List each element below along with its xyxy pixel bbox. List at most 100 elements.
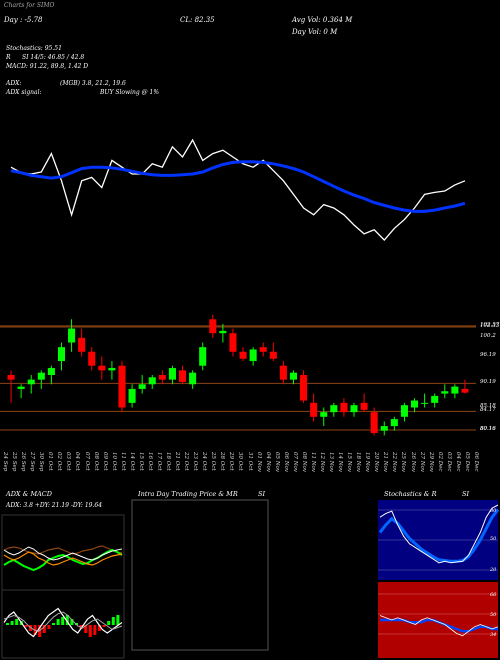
date-tick-label: 10 Oct (110, 452, 117, 471)
date-tick-label: 07 Oct (83, 452, 90, 471)
moving-average-line (10, 160, 466, 213)
day-change: Day : -5.78 (4, 16, 43, 24)
price-level-label: 80.16 (480, 425, 496, 432)
date-tick-label: 02 Oct (56, 452, 63, 471)
candle-body (47, 368, 55, 375)
candle-body (7, 375, 15, 380)
macd-histogram-bar (19, 621, 23, 625)
candle-body (88, 351, 96, 366)
candle-body (37, 372, 45, 380)
candle-body (310, 402, 318, 417)
candle-body (78, 337, 86, 352)
macd-histogram-bar (56, 619, 60, 625)
candle-body (108, 368, 116, 371)
date-tick-label: 04 Oct (74, 452, 81, 471)
intraday-si: SI (258, 490, 266, 498)
close-label: CL: 82.35 (180, 16, 215, 24)
chart-top-line: Charts for SIMO (4, 2, 55, 9)
date-tick-label: 22 Nov (391, 452, 398, 472)
candle-body (320, 412, 328, 417)
date-tick-label: 16 Oct (146, 452, 153, 471)
macd-histogram-bar (79, 625, 83, 629)
macd-histogram-bar (93, 625, 97, 635)
si-scale-label: 50 (490, 612, 497, 618)
r-label: R (6, 54, 11, 61)
date-tick-label: 14 Oct (128, 452, 135, 471)
date-tick-label: 26 Sep (20, 452, 27, 472)
minus-di-line (3, 551, 123, 566)
macd-histogram-bar (116, 615, 120, 625)
si-signal-line (380, 618, 498, 633)
macd-histogram-bar (98, 625, 101, 631)
candle-body (249, 349, 257, 362)
macd-histogram-bar (107, 621, 111, 625)
macd-histogram-bar (6, 623, 9, 625)
candle-body (289, 372, 298, 380)
price-level-label: 80.16 (480, 425, 496, 432)
stoch-scale-label: 80 (490, 508, 497, 514)
macd-signal-line (3, 611, 123, 632)
date-tick-label: 12 Nov (318, 452, 325, 472)
candle-body (451, 386, 459, 394)
date-tick-label: 09 Oct (101, 452, 108, 471)
macd-histogram-bar (75, 623, 78, 625)
date-tick-label: 08 Oct (92, 452, 99, 471)
stoch-title: Stochastics & R (384, 490, 437, 498)
date-tick-label: 06 Dec (472, 452, 479, 472)
candle-body (138, 384, 146, 389)
price-chart (0, 138, 476, 436)
candle-body (269, 351, 277, 359)
date-tick-label: 11 Nov (309, 452, 316, 472)
date-tick-label: 30 Sep (38, 452, 45, 472)
macd-histogram-bar (47, 625, 51, 629)
date-tick-label: 04 Dec (454, 452, 461, 472)
date-tick-label: 07 Nov (291, 452, 298, 472)
date-tick-label: 13 Nov (328, 452, 335, 472)
candle-body (350, 405, 358, 413)
price-level-label: 85.18 (480, 402, 496, 409)
date-tick-label: 27 Sep (29, 452, 36, 472)
date-tick-label: 27 Nov (418, 452, 425, 472)
candle-body (118, 365, 126, 408)
candle-body (148, 377, 156, 385)
date-tick-label: 18 Oct (165, 452, 172, 471)
si-panel-bg (378, 582, 498, 658)
adx-macd-values: ADX: 3.8 +DY: 21.19 -DY: 19.64 (6, 502, 103, 509)
candle-body (17, 386, 25, 389)
date-tick-label: 04 Nov (264, 452, 271, 472)
intraday-panel-frame (131, 499, 269, 651)
date-tick-label: 24 Oct (201, 452, 208, 471)
date-tick-label: 02 Dec (436, 452, 443, 472)
macd-histogram-bar (70, 619, 74, 625)
macd-histogram-bar (42, 625, 46, 633)
si-line (379, 615, 499, 637)
adx-white-line (3, 546, 123, 561)
stoch-panel-bg (378, 500, 498, 580)
date-tick-label: 26 Nov (409, 452, 416, 472)
candle-body (98, 365, 106, 371)
intraday-title: Intra Day Trading Price & MR (138, 490, 238, 498)
macd-histogram-bar (38, 625, 42, 637)
date-tick-label: 06 Nov (282, 452, 289, 472)
macd-panel-frame (1, 589, 125, 659)
candle-body (300, 375, 308, 401)
stoch-si-suffix: SI (462, 490, 470, 498)
macd-histogram-bar (10, 621, 14, 625)
macd-histogram-bar (24, 625, 28, 627)
candle-body (239, 351, 247, 359)
candle-body (421, 402, 429, 404)
macd-histogram-bar (15, 619, 19, 625)
si-scale-label: 34 (490, 632, 496, 638)
adx-label: ADX: (6, 80, 22, 87)
candle-body (340, 402, 348, 413)
candle-body (259, 347, 267, 352)
date-tick-label: 15 Oct (137, 452, 144, 471)
price-level-label: 84.17 (480, 407, 496, 414)
candle-body (57, 347, 66, 362)
date-tick-label: 29 Oct (228, 452, 235, 471)
candle-body (279, 365, 287, 380)
date-tick-label: 01 Nov (255, 452, 262, 472)
day-vol: Day Vol: 0 M (292, 28, 338, 36)
date-tick-label: 25 Nov (400, 452, 407, 472)
candle-body (168, 368, 176, 380)
